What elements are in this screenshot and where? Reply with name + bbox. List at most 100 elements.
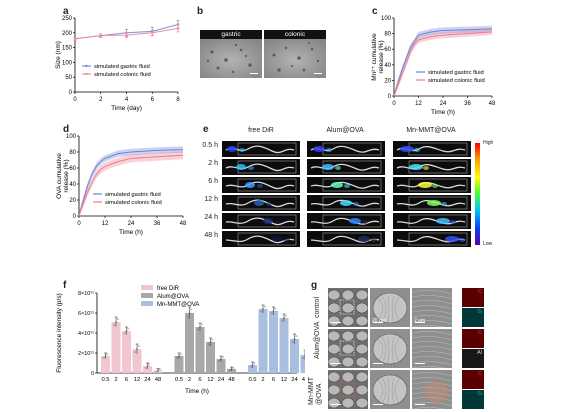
sem-lamella — [412, 372, 452, 377]
series-line — [78, 154, 184, 217]
sem-lamella — [412, 331, 452, 336]
sem-lamella — [412, 295, 452, 300]
replicate-dot — [209, 341, 212, 343]
imaging-cell — [393, 159, 471, 175]
intestine-outline — [310, 181, 380, 189]
fluorescence-signal — [400, 146, 414, 152]
fluorescence-signal — [450, 220, 456, 224]
sem-ridge — [394, 377, 401, 405]
sem-ridge — [394, 295, 401, 323]
sem-particle — [355, 330, 368, 342]
gi-tract-image — [310, 160, 382, 174]
x-tick-label: 24 — [144, 377, 151, 383]
replicate-dot — [218, 359, 221, 362]
chart-c-mn-release: 0 12 24 36 48 0 20 40 60 80 100 Time (h) Mn²⁺ cumula… — [371, 16, 496, 116]
sem-texture — [370, 329, 410, 368]
replicate-dot — [116, 318, 119, 320]
replicate-dot — [102, 356, 105, 359]
gi-tract-image — [396, 178, 468, 192]
x-tick-label: 6 — [198, 377, 201, 383]
col-head-mn-mmt: Mn-MMT@OVA — [406, 127, 456, 134]
replicate-dot — [304, 354, 305, 356]
imaging-cell — [222, 195, 300, 211]
intestine-outline — [396, 181, 466, 189]
y-axis-title-line: OVA cumulative — [56, 153, 63, 199]
imaging-cell — [222, 141, 300, 157]
fluorescence-signal — [340, 200, 352, 206]
sem-texture — [412, 329, 452, 368]
y-tick-label: 0 — [69, 90, 73, 96]
fluorescence-signal — [275, 220, 281, 224]
sem-lamella — [412, 361, 452, 366]
sem-scalebar — [415, 404, 425, 405]
replicate-dot — [230, 368, 233, 370]
bar — [300, 355, 305, 373]
x-tick-label: 2 — [188, 377, 191, 383]
micrograph-colonic: colonic — [264, 30, 326, 78]
bar — [279, 318, 289, 373]
replicate-dot — [199, 326, 201, 328]
sem-particle — [328, 315, 341, 327]
legend-label: simulated colonic fluid — [428, 78, 485, 84]
fluorescence-signal — [441, 202, 447, 206]
imaging-cell — [307, 159, 385, 175]
sem-image — [370, 288, 410, 327]
sem-lamella — [412, 387, 452, 392]
edx-map: C — [462, 329, 484, 348]
sem-lamella — [412, 397, 452, 402]
bar — [122, 331, 131, 373]
x-tick-label: 12 — [102, 221, 109, 227]
legend-label: Alum@OVA — [157, 294, 189, 300]
y-axis-title: OVA cumulativerelease (%) — [56, 153, 70, 199]
fluorescence-signal — [245, 182, 255, 188]
panel-b-letter: b — [197, 6, 204, 17]
x-tick-label: 0 — [73, 97, 77, 103]
sem-ridge — [391, 336, 395, 364]
bar — [174, 356, 184, 373]
replicate-dot — [251, 364, 254, 366]
sem-ridge — [391, 377, 395, 405]
y-axis-title-line: Mn²⁺ cumulative — [371, 33, 378, 81]
chart-f-fluorescence: 0 2×10¹¹ 4×10¹¹ 6×10¹¹ 8×10¹¹ Fluorescence in… — [56, 285, 305, 395]
imaging-cell — [393, 195, 471, 211]
replicate-dot — [155, 370, 158, 373]
replicate-dot — [221, 356, 224, 359]
row-label-2h: 2 h — [208, 160, 218, 167]
gi-tract-image — [225, 196, 297, 210]
roi-box — [237, 142, 297, 156]
imaging-cell — [222, 177, 300, 193]
x-tick-label: 2 — [99, 97, 103, 103]
legend-swatch — [141, 293, 153, 298]
fluorescence-signal — [414, 148, 420, 152]
fluorescence-signal — [459, 238, 465, 242]
sem-lamella — [412, 315, 452, 320]
micrograph-colonic-texture — [264, 39, 326, 78]
replicate-dot — [274, 307, 277, 310]
fluorescence-signal — [257, 184, 263, 188]
data-point — [99, 34, 102, 37]
x-tick-label: 24 — [128, 221, 135, 227]
imaging-cell — [393, 231, 471, 247]
sem-particle — [355, 356, 368, 368]
sem-lamella — [412, 366, 446, 368]
legend-label: simulated colonic fluid — [94, 72, 151, 78]
replicate-dot — [190, 308, 193, 311]
sem-lamella — [412, 320, 452, 325]
imaging-cell — [307, 141, 385, 157]
edx-element-label: C — [478, 371, 482, 377]
sem-scalebar — [373, 404, 383, 405]
sem-lamella — [412, 407, 446, 409]
gi-tract-image — [225, 232, 297, 246]
x-axis-title: Time (h) — [119, 229, 143, 236]
sem-scalebar — [331, 363, 341, 364]
replicate-dot — [197, 328, 200, 331]
x-tick-label: 12 — [207, 377, 213, 383]
fluorescence-signal — [236, 164, 246, 170]
col-head-free-dir: free DiR — [248, 127, 274, 134]
sem-particle — [341, 356, 355, 368]
y-tick-label: 40 — [384, 63, 391, 69]
imaging-cell — [307, 195, 385, 211]
x-tick-label: 48 — [302, 377, 305, 383]
sem-particle — [372, 374, 408, 406]
replicate-dot — [136, 348, 138, 350]
